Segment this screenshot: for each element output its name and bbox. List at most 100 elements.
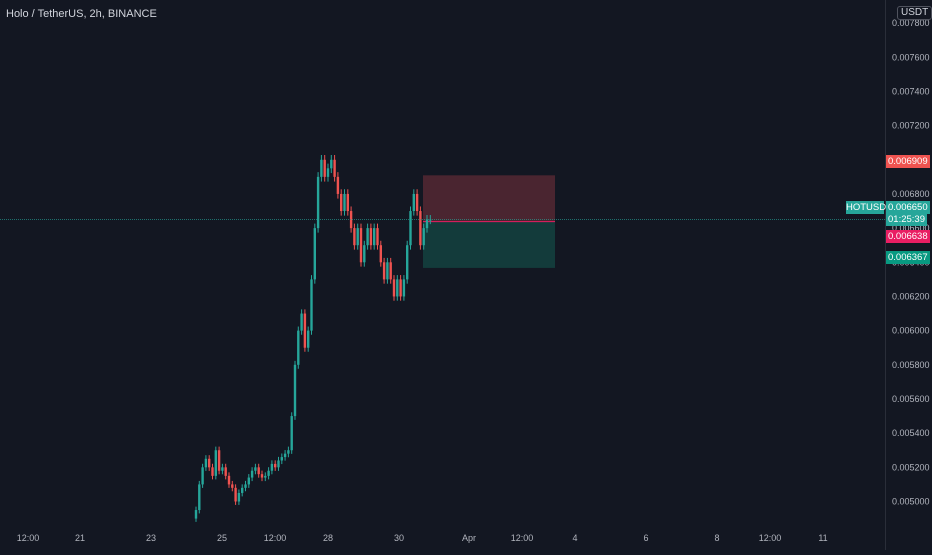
y-tick-label: 0.005000	[892, 496, 930, 506]
candle-body	[244, 484, 247, 488]
candle-body	[270, 463, 274, 471]
chart-background	[0, 0, 885, 550]
target-price-tag: 0.006367	[886, 251, 930, 264]
candle-body	[409, 211, 412, 246]
candle-body	[429, 219, 432, 221]
candle-body	[373, 228, 376, 246]
x-tick-label: Apr	[462, 533, 476, 543]
candle-body	[254, 467, 257, 471]
candle-body	[415, 193, 419, 212]
x-tick-label: 12:00	[511, 533, 534, 543]
y-tick-label: 0.007400	[892, 86, 930, 96]
candle-body	[290, 416, 293, 451]
candlestick-chart[interactable]: 12:00 21 23 25 12:00 28 30 Apr 12:00 4 6 8 12:00 11	[0, 0, 885, 550]
candle-body	[316, 176, 320, 229]
candle-body	[422, 228, 425, 246]
x-tick-label: 21	[75, 533, 85, 543]
candle-body	[396, 279, 399, 297]
candle-body	[340, 193, 343, 212]
y-tick-label: 0.007800	[892, 18, 930, 28]
candle-body	[346, 193, 349, 212]
candle-body	[402, 279, 406, 297]
x-tick-label: 12:00	[17, 533, 40, 543]
candle-body	[201, 467, 204, 485]
candle-body	[333, 159, 336, 177]
candle-body	[307, 330, 310, 348]
y-tick-label: 0.007200	[892, 121, 930, 131]
y-tick-label: 0.005600	[892, 394, 930, 404]
y-tick-label: 0.006000	[892, 326, 930, 336]
candle-body	[264, 475, 267, 478]
y-tick-label: 0.006600	[892, 223, 930, 233]
candle-body	[234, 487, 237, 502]
x-tick-label: 23	[146, 533, 156, 543]
candle-body	[382, 262, 386, 280]
take-profit-zone	[423, 221, 555, 268]
candle-body	[257, 467, 260, 475]
candle-body	[297, 330, 300, 365]
candle-body	[280, 457, 283, 461]
candle-body	[208, 458, 211, 468]
candle-body	[250, 470, 254, 478]
price-axis[interactable]: 0.0078000.0076000.0074000.0072000.007000…	[885, 0, 932, 550]
x-tick-label: 4	[572, 533, 577, 543]
candle-body	[389, 262, 392, 280]
stop-loss-zone	[423, 175, 555, 222]
x-tick-label: 11	[818, 533, 827, 543]
candle-body	[320, 159, 323, 177]
candle-body	[241, 487, 244, 493]
current-price-tag: 0.006650	[886, 201, 930, 214]
candle-body	[198, 484, 201, 511]
candle-body	[224, 467, 227, 476]
candle-body	[425, 219, 429, 229]
candle-body	[419, 211, 422, 246]
candle-body	[300, 313, 303, 331]
candle-body	[326, 168, 330, 177]
candle-body	[376, 228, 379, 246]
y-tick-label: 0.007600	[892, 52, 930, 62]
candle-body	[274, 463, 277, 468]
candle-body	[221, 467, 224, 471]
candle-body	[214, 450, 217, 476]
candle-body	[356, 228, 359, 246]
candle-body	[303, 313, 307, 348]
candle-body	[330, 159, 333, 169]
chart-area[interactable]: 12:00 21 23 25 12:00 28 30 Apr 12:00 4 6 8 12:00 11	[0, 0, 885, 550]
x-tick-label: 28	[323, 533, 333, 543]
x-tick-label: 12:00	[264, 533, 287, 543]
candle-body	[349, 211, 353, 229]
x-tick-label: 8	[714, 533, 719, 543]
stop-price-tag: 0.006909	[886, 155, 930, 168]
candle-body	[379, 245, 382, 263]
candle-body	[287, 450, 290, 454]
y-tick-label: 0.005400	[892, 428, 930, 438]
candle-body	[366, 228, 369, 246]
y-tick-label: 0.005200	[892, 462, 930, 472]
candle-body	[386, 262, 389, 280]
candle-body	[392, 279, 396, 297]
candle-body	[412, 193, 415, 212]
candle-body	[217, 450, 221, 471]
currency-unit-button[interactable]: USDT	[897, 6, 932, 20]
candle-body	[194, 510, 198, 519]
symbol-title[interactable]: Holo / TetherUS, 2h, BINANCE	[6, 8, 157, 20]
y-tick-label: 0.005800	[892, 360, 930, 370]
candle-body	[313, 228, 316, 280]
candle-body	[293, 364, 297, 417]
entry-price-tag: 0.006638	[886, 230, 930, 243]
x-tick-label: 25	[217, 533, 227, 543]
candle-body	[323, 159, 326, 177]
x-tick-label: 12:00	[759, 533, 782, 543]
candle-body	[237, 492, 241, 502]
candle-body	[399, 279, 402, 297]
candle-body	[247, 477, 250, 485]
bar-countdown-tag: 01:25:39	[886, 213, 927, 226]
candle-body	[369, 228, 373, 246]
candle-body	[343, 193, 346, 212]
candle-body	[359, 228, 363, 263]
candle-body	[227, 475, 231, 485]
y-tick-label: 0.006200	[892, 291, 930, 301]
candle-body	[277, 460, 280, 468]
candle-body	[336, 176, 340, 194]
y-tick-label: 0.006800	[892, 189, 930, 199]
